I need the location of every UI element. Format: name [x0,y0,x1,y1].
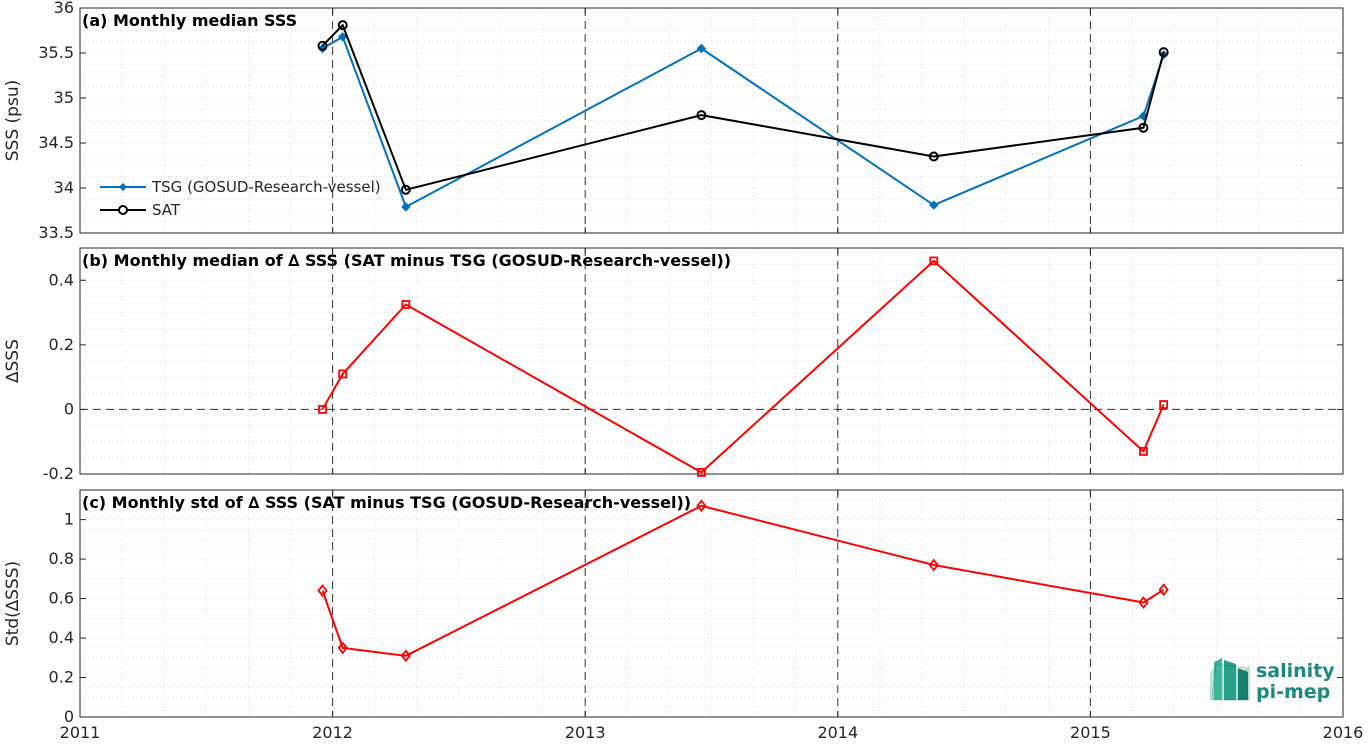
series-1 [318,256,1169,477]
data-point [401,300,411,309]
legend-marker [118,205,128,215]
data-point [696,43,707,54]
data-point [929,256,939,266]
legend-item-1: TSG (GOSUD-Research-vessel) [100,178,381,196]
y-tick-label: 35.5 [38,43,74,62]
y-tick-label: 0.6 [49,589,74,608]
data-point [929,200,939,210]
y-tick-label: 36 [54,0,74,17]
y-tick-label: 0.4 [49,628,74,647]
panel-title: (b) Monthly median of ∆ SSS (SAT minus T… [82,251,731,270]
y-tick-label: 34 [54,178,74,197]
data-point [401,202,411,212]
series-line [321,259,1165,474]
y-tick-label: 0.8 [49,549,74,568]
y-tick-label: 0 [64,399,74,418]
y-tick-label: 34.5 [38,133,74,152]
data-point [1158,583,1169,597]
data-point [337,641,348,655]
data-point [696,467,706,477]
logo-line1: salinity [1256,660,1335,682]
series-1 [317,499,1169,663]
data-point [400,649,412,663]
data-point [318,405,327,414]
data-point [337,32,348,42]
series-line [321,24,1165,191]
data-point [337,20,348,31]
x-tick-label: 2016 [1323,723,1364,742]
logo-wave-icon [1210,658,1250,701]
axes-frame [79,7,1344,234]
series-1 [317,32,1169,212]
logo-line2: pi-mep [1256,681,1330,703]
axes-frame [79,247,1344,475]
y-tick-label: 0.2 [49,668,74,687]
legend-label: TSG (GOSUD-Research-vessel) [151,178,381,196]
x-tick-label: 2015 [1070,723,1111,742]
legend-marker [119,183,127,191]
data-point [928,151,939,162]
y-tick-label: 1 [64,510,74,529]
data-point [317,584,328,598]
panel-title: (c) Monthly std of ∆ SSS (SAT minus TSG … [82,493,691,512]
x-tick-label: 2014 [817,723,858,742]
y-tick-label: 0 [64,707,74,726]
data-point [317,43,328,54]
y-tick-label: 0.2 [49,335,74,354]
x-tick-label: 2012 [312,723,353,742]
data-point [1138,596,1149,609]
x-tick-label: 2013 [565,723,606,742]
legend-label: SAT [152,201,181,219]
y-axis-label: SSS (psu) [3,80,23,161]
data-point [338,369,348,379]
axes-frame [79,489,1344,718]
data-point [1139,446,1148,456]
data-point [696,499,707,513]
x-tick-label: 2011 [60,723,101,742]
legend-item-2: SAT [100,201,181,219]
plot-background [80,490,1343,717]
panel-3: 0 0.2 0.4 0.6 0.8 1 2011 2012 2013 2014 2015 2016 St… [3,489,1364,742]
y-tick-label: -0.2 [43,464,74,483]
series-2 [317,20,1169,195]
data-point [928,558,939,572]
data-point [696,110,707,121]
data-point [1159,400,1169,409]
y-tick-label: 33.5 [38,223,74,242]
panel-title: (a) Monthly median SSS [82,11,297,30]
panel-2: -0.2 0 0.2 0.4 ∆SSS (b) Monthly median of ∆ S… [3,247,1344,483]
legend: TSG (GOSUD-Research-vessel) SAT [100,178,381,219]
data-point [400,184,411,195]
data-point [1138,122,1149,133]
data-point [1158,47,1169,58]
salinity-pi-mep-logo: salinity pi-mep [1210,658,1335,703]
y-tick-label: 0.4 [49,270,74,289]
y-axis-label: ∆SSS [3,339,23,384]
data-point [317,40,328,51]
panel-1: 33.5 34 34.5 35 35.5 36 SSS (psu) (a) Monthly m… [3,0,1344,242]
series-line [321,504,1165,657]
y-axis-label: Std(∆SSS) [3,561,23,646]
y-tick-label: 35 [54,88,74,107]
